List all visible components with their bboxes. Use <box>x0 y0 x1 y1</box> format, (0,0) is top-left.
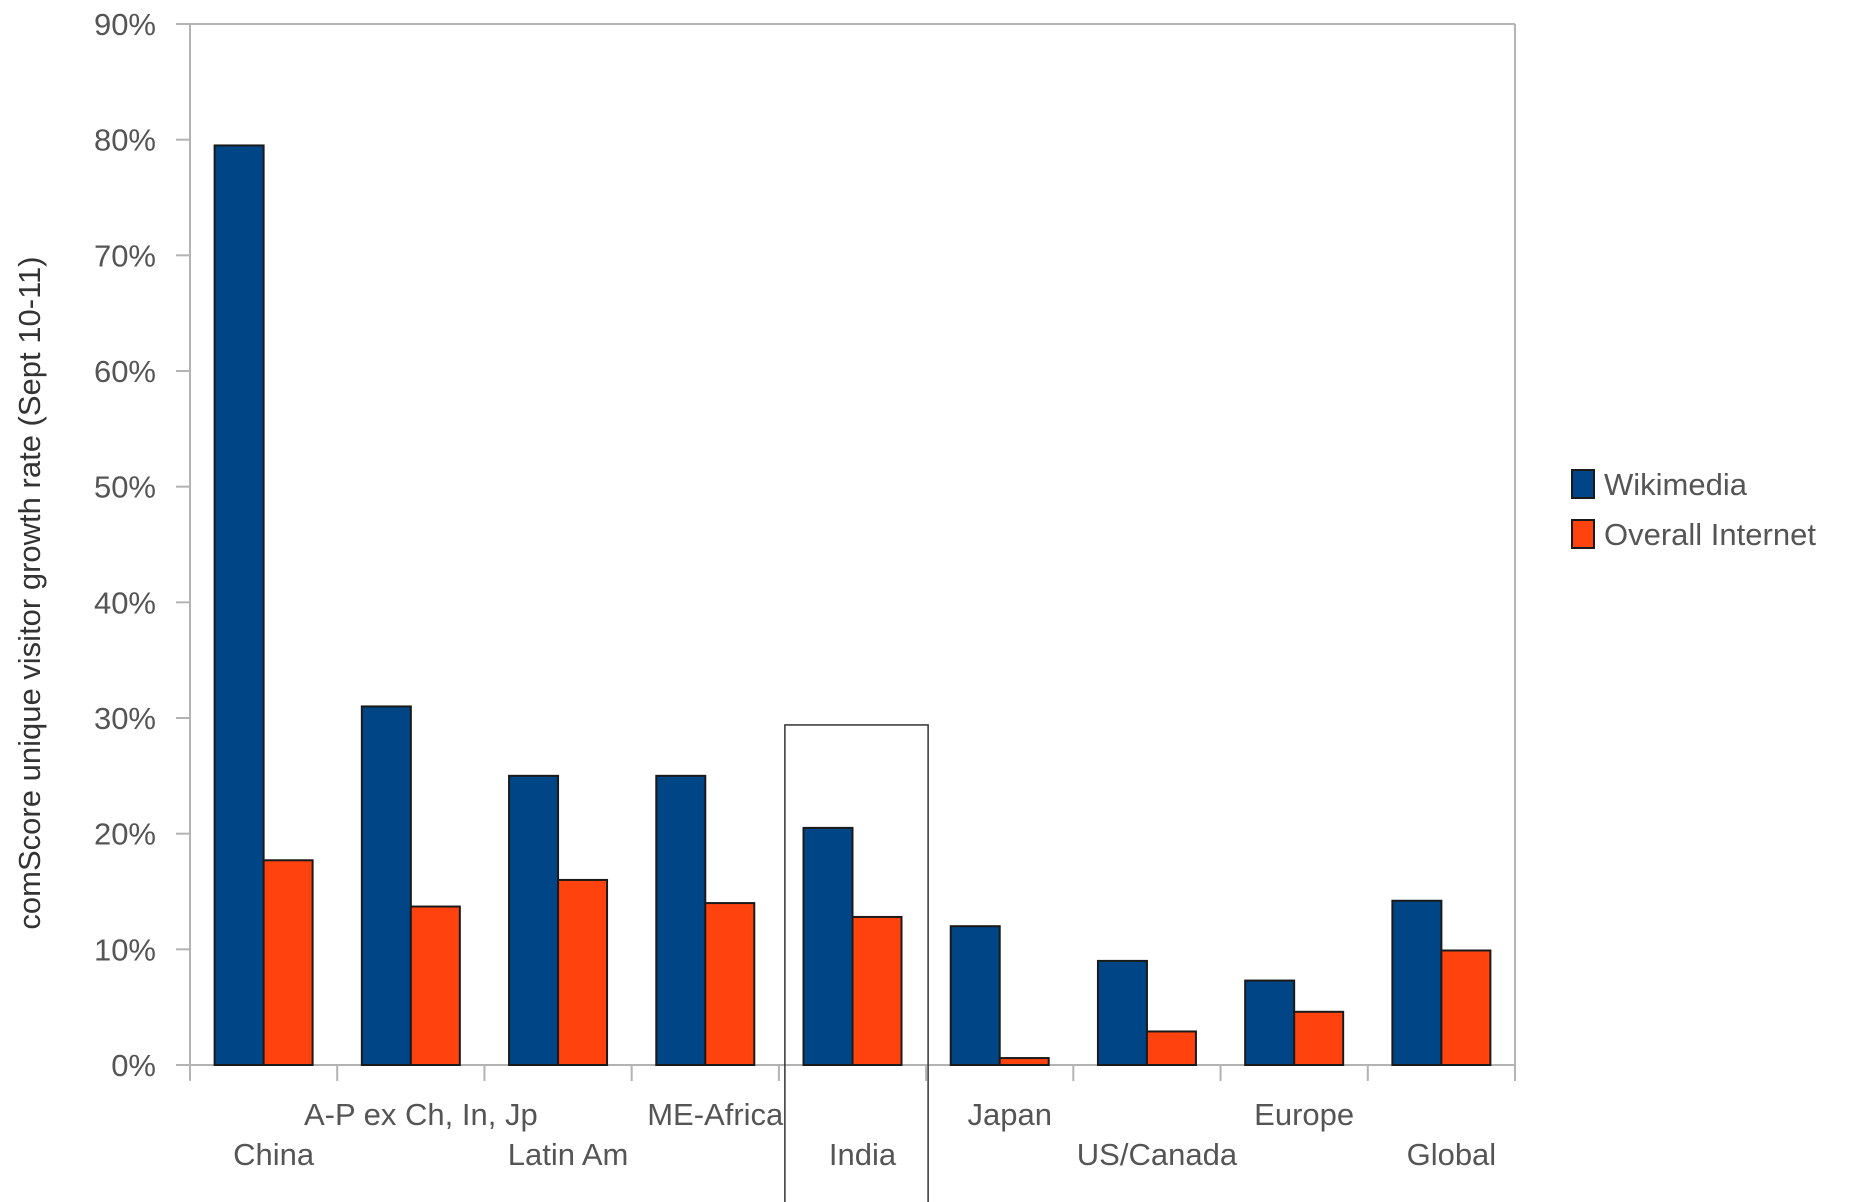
bar-overall-internet-me-africa <box>704 902 756 1066</box>
x-category-label: China <box>233 1137 315 1172</box>
x-category-label: Latin Am <box>508 1137 629 1172</box>
bar-wikimedia-global <box>1391 899 1443 1067</box>
y-tick-label: 10% <box>94 932 156 967</box>
bar-wikimedia-china <box>213 144 265 1066</box>
y-axis-title: comScore unique visitor growth rate (Sep… <box>12 256 47 929</box>
y-tick-label: 30% <box>94 701 156 736</box>
bar-overall-internet-global <box>1440 949 1492 1066</box>
bar-wikimedia-europe <box>1244 979 1296 1067</box>
y-tick-label: 20% <box>94 817 156 852</box>
bars-layer <box>213 144 1492 1067</box>
legend: Wikimedia Overall Internet <box>1571 467 1816 552</box>
legend-label-wikimedia: Wikimedia <box>1604 467 1748 502</box>
x-category-label: Japan <box>967 1097 1051 1132</box>
bar-wikimedia-me-africa <box>655 774 707 1066</box>
y-tick-label: 90% <box>94 7 156 42</box>
y-tick-label: 80% <box>94 123 156 158</box>
x-axis-ticks: China A-P ex Ch, In, Jp Latin Am ME-Africa I… <box>189 1065 1516 1172</box>
bar-overall-internet-europe <box>1293 1010 1345 1066</box>
bar-overall-internet-us-canada <box>1145 1030 1197 1066</box>
bar-wikimedia-a-p-ex-ch-in-jp <box>360 705 412 1067</box>
bar-overall-internet-china <box>262 859 314 1067</box>
x-category-label: Europe <box>1254 1097 1354 1132</box>
y-tick-label: 0% <box>111 1048 156 1083</box>
legend-swatch-overall-internet <box>1571 519 1595 549</box>
y-axis-ticks: 0% 10% 20% 30% 40% 50% 60% 70% 80% 90% <box>94 7 190 1083</box>
x-category-label: US/Canada <box>1077 1137 1238 1172</box>
bar-wikimedia-us-canada <box>1096 959 1148 1067</box>
bar-wikimedia-latin-am <box>508 774 560 1066</box>
bar-overall-internet-latin-am <box>557 878 609 1067</box>
x-category-label: A-P ex Ch, In, Jp <box>304 1097 538 1132</box>
legend-swatch-wikimedia <box>1571 469 1595 499</box>
x-category-label: India <box>829 1137 897 1172</box>
india-highlight-box <box>784 724 929 1202</box>
y-tick-label: 60% <box>94 354 156 389</box>
highlight-box-layer <box>784 724 929 1202</box>
x-category-label: Global <box>1407 1137 1497 1172</box>
bar-overall-internet-a-p-ex-ch-in-jp <box>409 905 461 1067</box>
y-tick-label: 70% <box>94 238 156 273</box>
y-tick-label: 50% <box>94 470 156 505</box>
bar-wikimedia-india <box>802 826 854 1067</box>
legend-label-overall-internet: Overall Internet <box>1604 517 1816 552</box>
bar-wikimedia-japan <box>949 925 1001 1067</box>
bar-overall-internet-japan <box>998 1057 1050 1067</box>
x-category-label: ME-Africa <box>647 1097 784 1132</box>
y-tick-label: 40% <box>94 585 156 620</box>
bar-overall-internet-india <box>851 915 903 1066</box>
